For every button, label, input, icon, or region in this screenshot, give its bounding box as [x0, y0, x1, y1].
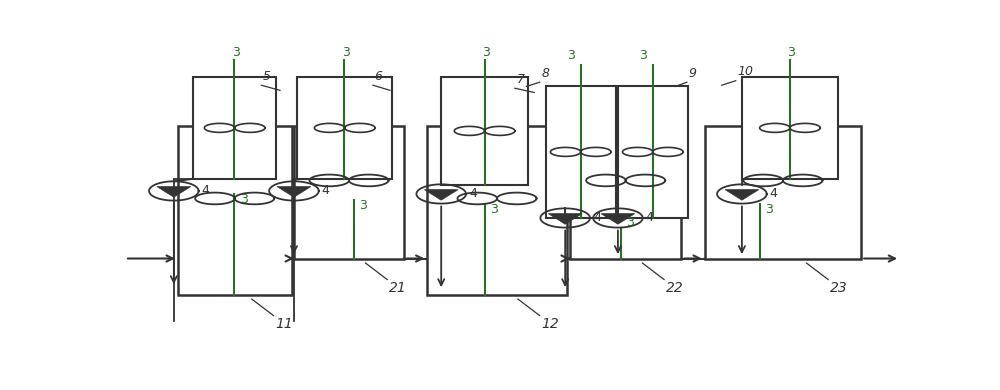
- Text: 12: 12: [541, 317, 559, 331]
- Text: 3: 3: [342, 46, 350, 59]
- Text: 3: 3: [626, 216, 634, 229]
- Text: 3: 3: [788, 46, 795, 59]
- Text: 11: 11: [275, 317, 293, 331]
- Bar: [742, 77, 838, 179]
- Text: 21: 21: [389, 281, 406, 295]
- Bar: [178, 126, 292, 294]
- Polygon shape: [548, 214, 582, 224]
- Text: 3: 3: [490, 203, 498, 216]
- Polygon shape: [424, 190, 458, 200]
- Text: 3: 3: [482, 46, 490, 59]
- Text: 4: 4: [593, 211, 601, 225]
- Bar: [705, 126, 861, 259]
- Bar: [294, 126, 404, 259]
- Text: 3: 3: [359, 199, 367, 213]
- Text: 4: 4: [646, 211, 654, 225]
- Polygon shape: [725, 190, 759, 200]
- Text: 6: 6: [375, 70, 383, 83]
- Bar: [193, 77, 276, 179]
- Text: 23: 23: [830, 281, 847, 295]
- Text: 3: 3: [240, 193, 248, 206]
- Text: 3: 3: [639, 50, 647, 62]
- Bar: [570, 126, 681, 259]
- Text: 3: 3: [765, 203, 773, 216]
- Bar: [546, 86, 616, 218]
- Bar: [618, 86, 688, 218]
- Polygon shape: [157, 187, 191, 197]
- Text: 4: 4: [770, 188, 778, 200]
- Text: 8: 8: [541, 67, 549, 80]
- Text: 9: 9: [688, 67, 696, 80]
- Bar: [441, 77, 528, 185]
- Bar: [297, 77, 392, 179]
- Text: 4: 4: [469, 188, 477, 200]
- Text: 10: 10: [737, 66, 753, 78]
- Text: 7: 7: [516, 73, 524, 86]
- Text: 3: 3: [232, 46, 240, 59]
- Text: 5: 5: [263, 70, 271, 83]
- Text: 3: 3: [567, 50, 575, 62]
- Polygon shape: [601, 214, 635, 224]
- Polygon shape: [277, 187, 311, 197]
- Text: 4: 4: [202, 184, 210, 197]
- Bar: [427, 126, 567, 294]
- Text: 4: 4: [322, 184, 330, 197]
- Text: 22: 22: [666, 281, 683, 295]
